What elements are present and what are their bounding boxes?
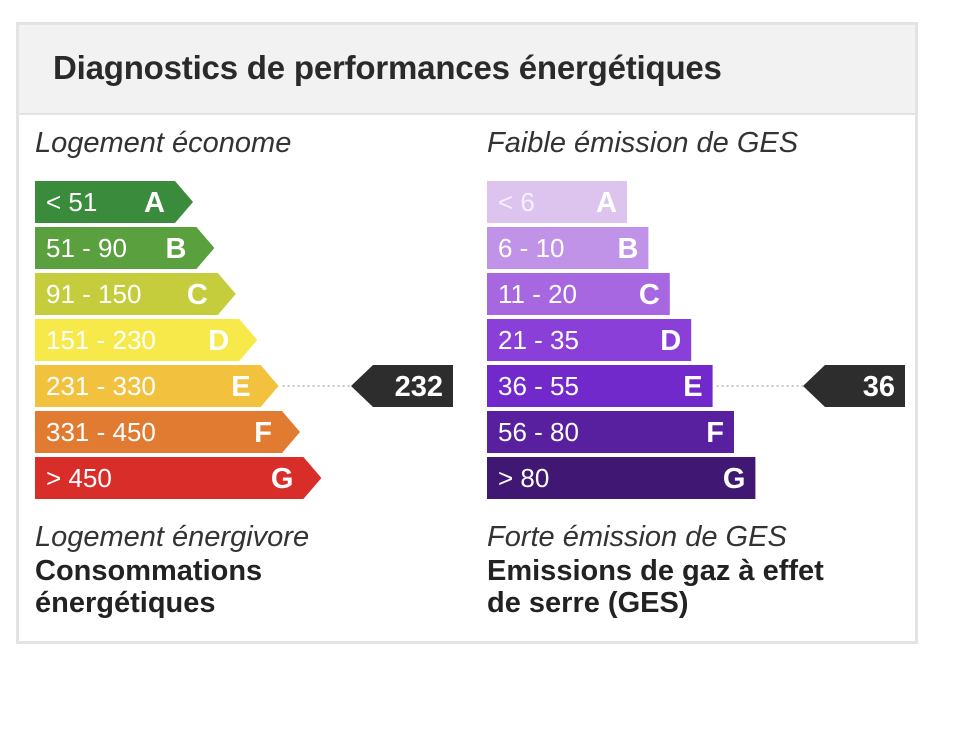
energy-range-label: 91 - 150 bbox=[46, 279, 141, 309]
energy-bottom-caption: Logement énergivore bbox=[35, 521, 310, 553]
ges-bar-D bbox=[487, 319, 692, 361]
card-header: Diagnostics de performances énergétiques bbox=[19, 25, 915, 115]
energy-range-label: 151 - 230 bbox=[46, 325, 156, 355]
ges-range-label: 6 - 10 bbox=[498, 233, 565, 263]
energy-top-caption: Logement économe bbox=[35, 127, 292, 159]
energy-class-letter: G bbox=[271, 463, 294, 495]
energy-bar-D bbox=[35, 319, 258, 361]
energy-chart: < 51 A 51 - 90 B 91 - 150 C 151 - 230 D 231 - 33… bbox=[35, 181, 453, 499]
ges-class-letter: B bbox=[617, 233, 638, 265]
energy-range-label: 51 - 90 bbox=[46, 233, 127, 263]
energy-range-label: < 51 bbox=[46, 187, 97, 217]
ges-range-label: 56 - 80 bbox=[498, 417, 579, 447]
ges-class-letter: E bbox=[683, 371, 702, 403]
energy-bar-F bbox=[35, 411, 300, 453]
ges-class-letter: C bbox=[639, 279, 660, 311]
ges-range-label: 11 - 20 bbox=[498, 279, 577, 309]
ges-bar-A bbox=[487, 181, 627, 223]
ges-range-label: > 80 bbox=[498, 463, 549, 493]
ges-section: Faible émission de GES < 6 A 6 - 10 B 11 - 2… bbox=[487, 115, 917, 635]
ges-bar-E bbox=[487, 365, 713, 407]
ges-range-label: 36 - 55 bbox=[498, 371, 579, 401]
ges-bottom-caption: Forte émission de GES bbox=[487, 521, 787, 553]
energy-bar-E bbox=[35, 365, 279, 407]
ges-bar-C bbox=[487, 273, 670, 315]
ges-class-letter: D bbox=[660, 325, 681, 357]
energy-section-title: Consommations énergétiques bbox=[35, 555, 263, 619]
energy-class-letter: F bbox=[254, 417, 272, 449]
ges-bar-B bbox=[487, 227, 649, 269]
ges-chart: < 6 A 6 - 10 B 11 - 20 C 21 - 35 D 36 - 55 E 36 56 … bbox=[487, 181, 905, 499]
energy-class-letter: A bbox=[144, 187, 165, 219]
energy-bar-G bbox=[35, 457, 322, 499]
dpe-card: Diagnostics de performances énergétiques… bbox=[16, 22, 918, 644]
energy-marker-value: 232 bbox=[395, 371, 443, 403]
page-title: Diagnostics de performances énergétiques bbox=[53, 49, 722, 86]
energy-class-letter: E bbox=[231, 371, 250, 403]
energy-bar-B bbox=[35, 227, 215, 269]
energy-bar-A bbox=[35, 181, 193, 223]
energy-class-letter: C bbox=[187, 279, 208, 311]
ges-range-label: < 6 bbox=[498, 187, 535, 217]
energy-class-letter: D bbox=[208, 325, 229, 357]
ges-class-letter: F bbox=[706, 417, 724, 449]
ges-top-caption: Faible émission de GES bbox=[487, 127, 799, 159]
energy-marker-badge bbox=[351, 365, 453, 407]
ges-class-letter: A bbox=[596, 187, 617, 219]
ges-class-letter: G bbox=[723, 463, 746, 495]
energy-range-label: 331 - 450 bbox=[46, 417, 156, 447]
energy-bar-C bbox=[35, 273, 236, 315]
ges-section-title: Emissions de gaz à effet de serre (GES) bbox=[487, 555, 824, 619]
ges-bar-G bbox=[487, 457, 756, 499]
energy-range-label: > 450 bbox=[46, 463, 112, 493]
ges-range-label: 21 - 35 bbox=[498, 325, 579, 355]
energy-class-letter: B bbox=[165, 233, 186, 265]
energy-section: Logement économe < 51 A 51 - 90 B 91 - 150 C 1… bbox=[35, 115, 465, 635]
ges-marker-badge bbox=[803, 365, 905, 407]
energy-range-label: 231 - 330 bbox=[46, 371, 156, 401]
ges-marker-value: 36 bbox=[863, 371, 895, 403]
ges-bar-F bbox=[487, 411, 734, 453]
